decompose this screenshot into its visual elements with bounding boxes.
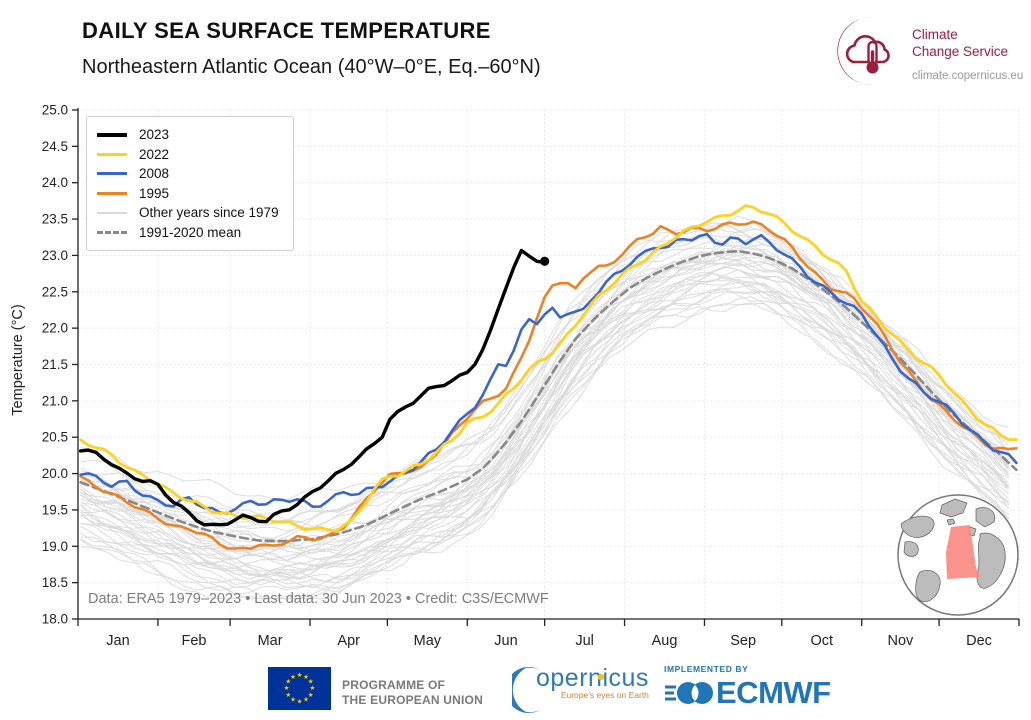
globe-landmasses (900, 498, 1006, 602)
ecmwf-wordmark: ECMWF (716, 675, 831, 710)
svg-text:Jun: Jun (494, 633, 517, 649)
svg-text:★: ★ (297, 697, 303, 705)
eu-flag-logo: ★ ★ ★ ★ ★ ★ ★ ★ ★ ★ ★ ★ (268, 667, 331, 715)
svg-text:★: ★ (303, 673, 309, 681)
chart-subtitle: Northeastern Atlantic Ocean (40°W–0°E, E… (82, 56, 541, 78)
globe-inset-map (897, 494, 1019, 616)
svg-text:★: ★ (284, 684, 290, 692)
y-axis-label: Temperature (°C) (10, 304, 26, 416)
svg-text:Sep: Sep (730, 633, 756, 649)
legend-swatch (97, 172, 127, 176)
svg-text:19.5: 19.5 (42, 502, 68, 517)
svg-text:24.0: 24.0 (42, 175, 68, 190)
copernicus-wordmark: opernicus (536, 664, 649, 692)
legend-item: 2022 (97, 145, 279, 165)
svg-text:Feb: Feb (182, 633, 207, 649)
eu-programme-text: PROGRAMME OF THE EUROPEAN UNION (342, 678, 483, 707)
legend-item: 1995 (97, 184, 279, 204)
c3s-logo: Climate Change Service climate.copernicu… (828, 12, 1028, 96)
svg-text:★: ★ (285, 691, 291, 699)
ecmwf-logo: IMPLEMENTED BY ECMWF (664, 664, 831, 711)
legend-label: 2022 (139, 146, 170, 162)
svg-text:23.0: 23.0 (42, 248, 68, 263)
legend-label: 1991-2020 mean (139, 224, 242, 240)
legend-item: 2008 (97, 164, 279, 184)
legend-item: 1991-2020 mean (97, 223, 279, 243)
svg-text:Jul: Jul (575, 633, 594, 649)
legend-swatch (97, 230, 127, 234)
svg-text:★: ★ (285, 678, 291, 686)
svg-text:Apr: Apr (337, 633, 360, 649)
svg-text:Oct: Oct (810, 633, 833, 649)
svg-text:23.5: 23.5 (42, 212, 68, 227)
svg-text:★: ★ (309, 684, 315, 692)
svg-text:22.5: 22.5 (42, 284, 68, 299)
svg-text:★: ★ (308, 691, 314, 699)
legend-label: 1995 (139, 185, 170, 201)
c3s-logo-icon (837, 16, 890, 85)
svg-text:25.0: 25.0 (42, 103, 68, 118)
svg-text:★: ★ (290, 673, 296, 681)
implemented-by-label: IMPLEMENTED BY (664, 664, 749, 674)
chart-legend: 2023 2022 2008 1995 Other years since 1979 19… (86, 116, 294, 251)
eu-flag-icon: ★ ★★ ★★★ ★★★ ★★★ (268, 667, 331, 710)
sst-line-chart: 18.0 18.5 19.0 19.5 20.0 20.5 21.0 21.5 22.0 22.5… (42, 103, 1020, 649)
svg-text:21.5: 21.5 (42, 357, 68, 372)
legend-swatch (97, 191, 127, 195)
c3s-logo-url: climate.copernicus.eu (912, 70, 1024, 82)
legend-label: Other years since 1979 (139, 205, 279, 221)
legend-item: 2023 (97, 125, 279, 145)
svg-text:Jan: Jan (106, 633, 129, 649)
highlighted-region (946, 525, 980, 579)
svg-text:★: ★ (308, 678, 314, 686)
copernicus-tagline: Europe's eyes on Earth (560, 690, 649, 700)
svg-text:Aug: Aug (652, 633, 678, 649)
svg-text:★: ★ (303, 696, 309, 704)
svg-text:18.0: 18.0 (42, 612, 68, 627)
legend-swatch (97, 152, 127, 156)
legend-label: 2023 (139, 127, 170, 143)
svg-text:18.5: 18.5 (42, 575, 68, 590)
copernicus-satellite-dot (597, 673, 605, 681)
svg-text:24.5: 24.5 (42, 139, 68, 154)
c3s-logo-text: Climate Change Service (912, 27, 1009, 59)
legend-item: Other years since 1979 (97, 203, 279, 223)
copernicus-logo: opernicus Europe's eyes on Earth (512, 664, 649, 713)
svg-text:May: May (414, 633, 442, 649)
chart-title: DAILY SEA SURFACE TEMPERATURE (82, 18, 491, 43)
svg-text:21.0: 21.0 (42, 393, 68, 408)
svg-text:Dec: Dec (966, 633, 992, 649)
svg-text:20.0: 20.0 (42, 466, 68, 481)
svg-text:★: ★ (297, 671, 303, 679)
svg-text:19.0: 19.0 (42, 539, 68, 554)
svg-text:22.0: 22.0 (42, 321, 68, 336)
legend-swatch (97, 132, 127, 137)
ecmwf-globe-icon (665, 682, 713, 704)
data-credit-annotation: Data: ERA5 1979–2023 • Last data: 30 Jun… (88, 591, 549, 607)
legend-swatch (97, 211, 127, 214)
svg-text:Mar: Mar (258, 633, 283, 649)
legend-label: 2008 (139, 166, 170, 182)
svg-text:★: ★ (290, 696, 296, 704)
copernicus-swoosh-icon (512, 667, 540, 713)
svg-text:20.5: 20.5 (42, 430, 68, 445)
svg-text:Nov: Nov (888, 633, 915, 649)
